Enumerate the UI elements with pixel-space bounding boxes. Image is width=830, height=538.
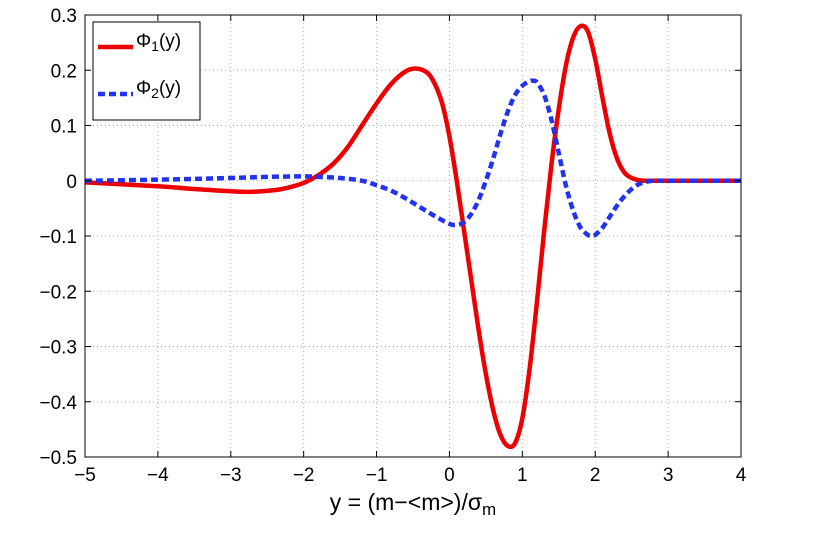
x-tick-labels: −5 −4 −3 −2 −1 0 1 2 3 4 xyxy=(74,465,747,486)
legend-phi1-sub: 1 xyxy=(151,38,159,54)
x-tick-label: −2 xyxy=(293,465,315,486)
y-tick-label: 0 xyxy=(66,172,77,193)
y-tick-label: −0.2 xyxy=(39,282,77,303)
x-axis-label: y = (m−<m>)/σm xyxy=(330,489,496,519)
legend-phi2-main: Φ xyxy=(136,78,151,99)
x-tick-label: 3 xyxy=(663,465,674,486)
y-tick-label: 0.1 xyxy=(51,117,77,138)
x-tick-label: 0 xyxy=(444,465,455,486)
legend-phi2-suffix: (y) xyxy=(159,78,181,99)
series-lines xyxy=(84,23,741,450)
y-tick-label: 0.3 xyxy=(51,6,77,27)
series-line-phi2 xyxy=(84,78,741,239)
x-tick-label: −4 xyxy=(147,465,169,486)
x-tick-label: 2 xyxy=(590,465,601,486)
legend-phi1-main: Φ xyxy=(136,31,151,52)
x-axis-label-main: y = (m−<m>)/σ xyxy=(330,489,482,515)
legend-phi2-sub: 2 xyxy=(151,85,159,101)
legend-box xyxy=(92,21,201,121)
x-tick-label: 1 xyxy=(517,465,528,486)
y-tick-label: 0.2 xyxy=(51,61,77,82)
x-tick-label: −3 xyxy=(220,465,242,486)
legend-label-phi2: Φ2(y) xyxy=(136,78,181,101)
y-tick-label: −0.4 xyxy=(39,393,77,414)
tick-marks xyxy=(84,14,742,458)
x-tick-label: 4 xyxy=(736,465,747,486)
x-tick-label: −1 xyxy=(366,465,388,486)
x-tick-label: −5 xyxy=(74,465,96,486)
y-tick-label: −0.3 xyxy=(39,338,77,359)
x-axis-label-sub: m xyxy=(482,500,496,519)
legend-label-phi1: Φ1(y) xyxy=(136,31,181,54)
legend-phi1-suffix: (y) xyxy=(159,31,181,52)
y-tick-label: −0.5 xyxy=(39,448,77,469)
y-tick-labels: 0.3 0.2 0.1 0 −0.1 −0.2 −0.3 −0.4 −0.5 xyxy=(39,6,77,469)
series-line-phi1 xyxy=(84,23,741,450)
y-tick-label: −0.1 xyxy=(39,227,77,248)
legend: Φ1(y) Φ2(y) xyxy=(92,21,201,121)
